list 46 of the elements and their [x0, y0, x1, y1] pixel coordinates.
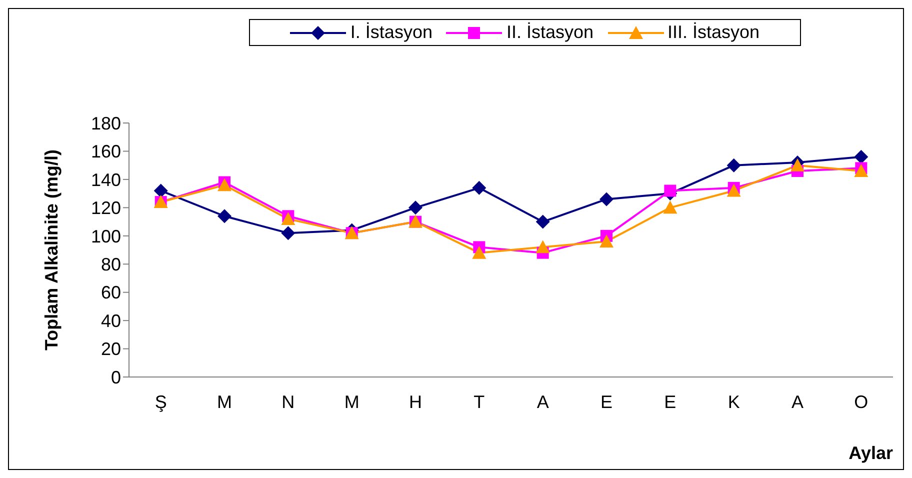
legend-label: I. İstasyon	[350, 22, 432, 43]
x-tick-label: N	[282, 392, 295, 412]
point	[218, 178, 232, 192]
y-tick-label: 60	[100, 282, 121, 303]
x-axis-title: Aylar	[848, 443, 893, 463]
x-tick-label: T	[474, 392, 485, 412]
point	[154, 184, 168, 198]
x-tick-label: H	[409, 392, 422, 412]
point	[472, 246, 486, 259]
y-tick-label: 120	[90, 198, 121, 218]
point	[536, 214, 550, 229]
point	[408, 200, 422, 215]
point	[664, 184, 676, 197]
point	[281, 226, 296, 240]
legend-label: III. İstasyon	[668, 22, 760, 43]
x-tick-label: E	[600, 392, 613, 412]
y-tick-label: 160	[90, 142, 121, 162]
point	[854, 164, 868, 177]
point	[281, 212, 296, 225]
x-tick-label: M	[344, 392, 360, 412]
point	[600, 192, 614, 206]
x-tick-label: A	[791, 392, 804, 412]
point	[218, 209, 232, 224]
y-tick-label: 20	[100, 339, 121, 360]
point	[726, 184, 741, 197]
x-tick-label: K	[728, 392, 740, 412]
y-axis-title: Toplam Alkalinite (mg/l)	[41, 149, 62, 351]
x-tick-label: Ş	[154, 392, 167, 412]
y-tick-label: 0	[110, 367, 121, 388]
x-tick-label: O	[854, 392, 868, 412]
y-tick-label: 40	[100, 310, 121, 331]
point	[790, 158, 804, 172]
point	[600, 234, 614, 248]
point	[536, 240, 550, 254]
point	[854, 150, 868, 164]
x-tick-label: M	[217, 392, 232, 412]
y-tick-label: 140	[90, 170, 121, 190]
legend-label: II. İstasyon	[506, 22, 594, 43]
y-tick-label: 180	[90, 113, 121, 134]
y-tick-label: 80	[100, 254, 121, 274]
point	[663, 200, 678, 214]
x-tick-label: A	[536, 392, 549, 412]
point	[472, 180, 486, 195]
x-tick-label: E	[664, 392, 676, 412]
point	[726, 158, 741, 172]
y-tick-label: 100	[90, 226, 121, 246]
